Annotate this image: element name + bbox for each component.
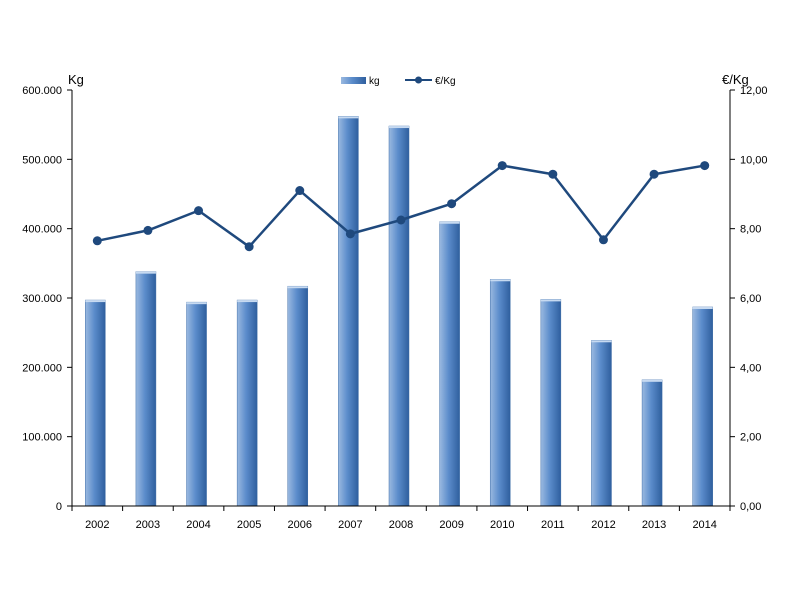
right-tick-label: 10,00 [740, 154, 768, 166]
left-tick-label: 500.000 [22, 154, 62, 166]
left-tick-label: 200.000 [22, 362, 62, 374]
x-tick-label-2007: 2007 [338, 519, 362, 531]
bar-cap-2014 [692, 307, 713, 310]
right-tick-label: 6,00 [740, 293, 761, 305]
bar-cap-2009 [439, 221, 460, 224]
x-tick-label-2009: 2009 [439, 519, 463, 531]
bar-2007 [338, 116, 359, 507]
left-axis-title: Kg [68, 72, 84, 87]
left-tick-label: 600.000 [22, 85, 62, 97]
legend-label-kg: kg [369, 76, 380, 87]
bar-2005 [236, 299, 258, 507]
x-tick-label-2002: 2002 [85, 519, 109, 531]
bar-2010 [489, 279, 511, 507]
bar-cap-2003 [135, 271, 156, 274]
price-point-2009 [447, 199, 457, 209]
right-axis-title: €/Kg [722, 72, 749, 87]
price-point-2002 [92, 236, 102, 246]
bar-2003 [135, 271, 157, 507]
price-point-2007 [345, 229, 355, 239]
bar-2009 [439, 221, 460, 507]
price-point-2004 [194, 206, 204, 216]
right-tick-label: 2,00 [740, 432, 761, 444]
x-tick-label-2008: 2008 [389, 519, 413, 531]
x-tick-label-2014: 2014 [692, 519, 716, 531]
bar-2008 [388, 125, 410, 507]
x-tick-label-2003: 2003 [136, 519, 160, 531]
bar-2012 [591, 340, 612, 507]
bar-2004 [186, 301, 207, 507]
left-tick-label: 0 [56, 501, 62, 513]
bar-2006 [287, 285, 309, 507]
bar-cap-2008 [389, 126, 409, 129]
x-tick-label-2004: 2004 [186, 519, 210, 531]
x-tick-label-2010: 2010 [490, 519, 514, 531]
bars-layer [85, 116, 713, 507]
price-point-2013 [649, 169, 659, 179]
legend-label-price: €/Kg [435, 76, 456, 87]
bar-cap-2004 [186, 302, 207, 305]
bar-cap-2012 [591, 340, 612, 343]
bar-cap-2005 [237, 300, 258, 303]
bar-cap-2006 [287, 286, 308, 289]
price-point-2011 [548, 169, 558, 179]
bar-cap-2010 [490, 279, 511, 282]
price-line-layer [92, 161, 710, 252]
bar-2002 [85, 299, 106, 507]
price-point-2008 [396, 215, 406, 225]
price-point-2010 [497, 161, 507, 171]
bar-2011 [540, 299, 562, 507]
price-point-2003 [143, 225, 153, 235]
legend: kg €/Kg [341, 76, 456, 87]
bar-2014 [692, 306, 713, 507]
x-tick-label-2006: 2006 [288, 519, 312, 531]
x-tick-label-2005: 2005 [237, 519, 261, 531]
right-tick-label: 8,00 [740, 224, 761, 236]
left-tick-label: 100.000 [22, 432, 62, 444]
bar-cap-2011 [540, 299, 561, 302]
right-tick-label: 4,00 [740, 362, 761, 374]
bar-cap-2013 [642, 379, 663, 382]
legend-marker-price [415, 76, 422, 84]
price-point-2005 [244, 242, 254, 252]
right-tick-label: 0,00 [740, 501, 761, 513]
bar-cap-2002 [85, 300, 106, 303]
x-tick-label-2012: 2012 [591, 519, 615, 531]
legend-swatch-kg [341, 77, 366, 84]
left-tick-label: 300.000 [22, 293, 62, 305]
bar-cap-2007 [338, 116, 359, 119]
bar-2013 [641, 379, 663, 507]
x-tick-label-2013: 2013 [642, 519, 666, 531]
ticks-layer: 0 100.000 200.000 300.000 400.000 500.000 600.… [22, 85, 767, 531]
price-point-2012 [598, 235, 608, 245]
right-tick-label: 12,00 [740, 85, 768, 97]
price-point-2006 [295, 186, 305, 196]
left-tick-label: 400.000 [22, 224, 62, 236]
price-point-2014 [700, 161, 710, 171]
x-tick-label-2011: 2011 [541, 519, 565, 531]
